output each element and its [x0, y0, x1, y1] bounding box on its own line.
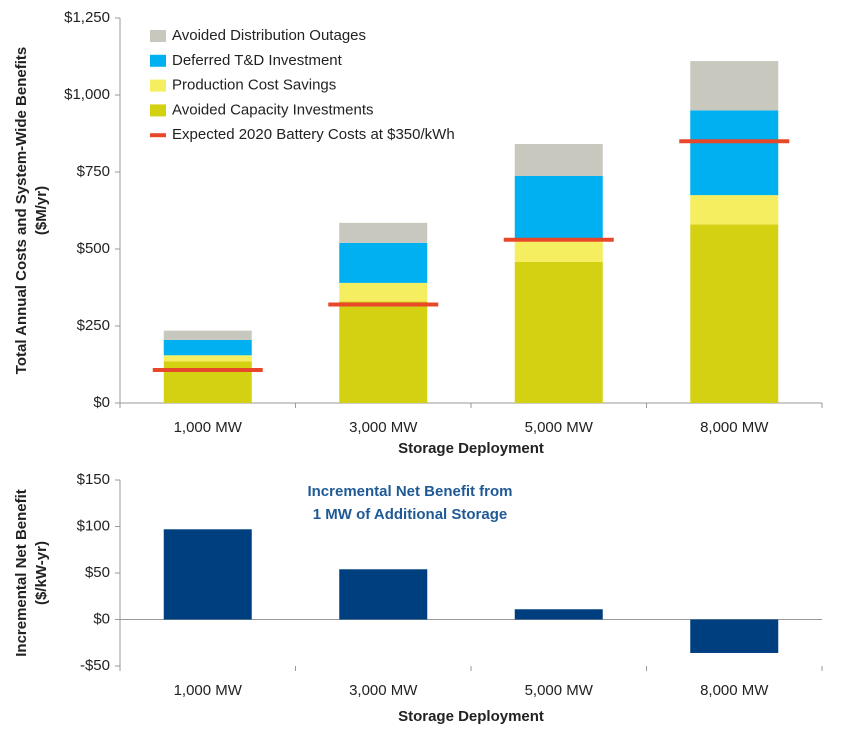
legend-label: Avoided Capacity Investments: [172, 101, 374, 118]
y-tick-label: $1,250: [64, 9, 110, 26]
bar-segment: [163, 339, 252, 356]
bar-segment: [339, 222, 428, 243]
legend-swatch: [150, 79, 166, 92]
y-tick-label: $0: [93, 610, 110, 627]
legend-swatch: [150, 54, 166, 67]
bar-segment: [690, 224, 779, 403]
bar-segment: [339, 301, 428, 403]
y-tick-label: $0: [93, 394, 110, 411]
x-tick-label: 8,000 MW: [700, 682, 769, 699]
y-axis-title-line: ($/kW-yr): [33, 541, 50, 605]
x-tick-label: 1,000 MW: [174, 419, 243, 436]
x-tick-label: 1,000 MW: [174, 682, 243, 699]
bar-segment: [163, 355, 252, 362]
y-axis-title-line: ($M/yr): [33, 186, 50, 235]
bar-segment: [514, 176, 603, 240]
chart-title-line: Incremental Net Benefit from: [307, 483, 512, 500]
y-axis-title: Total Annual Costs and System-Wide Benef…: [13, 47, 50, 374]
bar: [339, 569, 428, 620]
legend-label: Production Cost Savings: [172, 77, 336, 94]
y-tick-label: $250: [77, 317, 110, 334]
bar: [690, 619, 779, 653]
y-tick-label: $1,000: [64, 86, 110, 103]
bar: [514, 609, 603, 620]
bar-segment: [514, 143, 603, 177]
bar-segment: [163, 330, 252, 340]
chart-title-line: 1 MW of Additional Storage: [313, 506, 507, 523]
legend-swatch: [150, 30, 166, 42]
x-tick-label: 3,000 MW: [349, 682, 418, 699]
legend-label: Deferred T&D Investment: [172, 52, 343, 69]
x-axis-title: Storage Deployment: [398, 708, 544, 725]
y-tick-label: $750: [77, 163, 110, 180]
y-tick-label: $150: [77, 471, 110, 488]
bar-segment: [163, 361, 252, 403]
bar-segment: [514, 261, 603, 403]
y-tick-label: $500: [77, 240, 110, 257]
y-axis-title-line: Total Annual Costs and System-Wide Benef…: [13, 47, 30, 374]
x-axis-title: Storage Deployment: [398, 440, 544, 457]
bar: [163, 529, 252, 620]
bar-segment: [690, 110, 779, 196]
y-tick-label: $50: [85, 564, 110, 581]
bar-segment: [690, 61, 779, 111]
chart-title: Incremental Net Benefit from 1 MW of Addi…: [307, 483, 512, 523]
legend-label: Avoided Distribution Outages: [172, 27, 366, 44]
y-tick-label: $100: [77, 517, 110, 534]
bar-segment: [339, 242, 428, 283]
x-tick-label: 5,000 MW: [525, 682, 594, 699]
bar-segment: [339, 282, 428, 302]
y-axis-title-line: Incremental Net Benefit: [13, 489, 30, 657]
x-tick-label: 3,000 MW: [349, 419, 418, 436]
y-axis-title: Incremental Net Benefit ($/kW-yr): [13, 489, 50, 657]
legend-swatch: [150, 104, 166, 117]
y-tick-label: -$50: [80, 657, 110, 674]
bar-segment: [514, 239, 603, 262]
x-tick-label: 5,000 MW: [525, 419, 594, 436]
legend-label: Expected 2020 Battery Costs at $350/kWh: [172, 126, 455, 143]
x-tick-label: 8,000 MW: [700, 419, 769, 436]
bar-segment: [690, 195, 779, 225]
